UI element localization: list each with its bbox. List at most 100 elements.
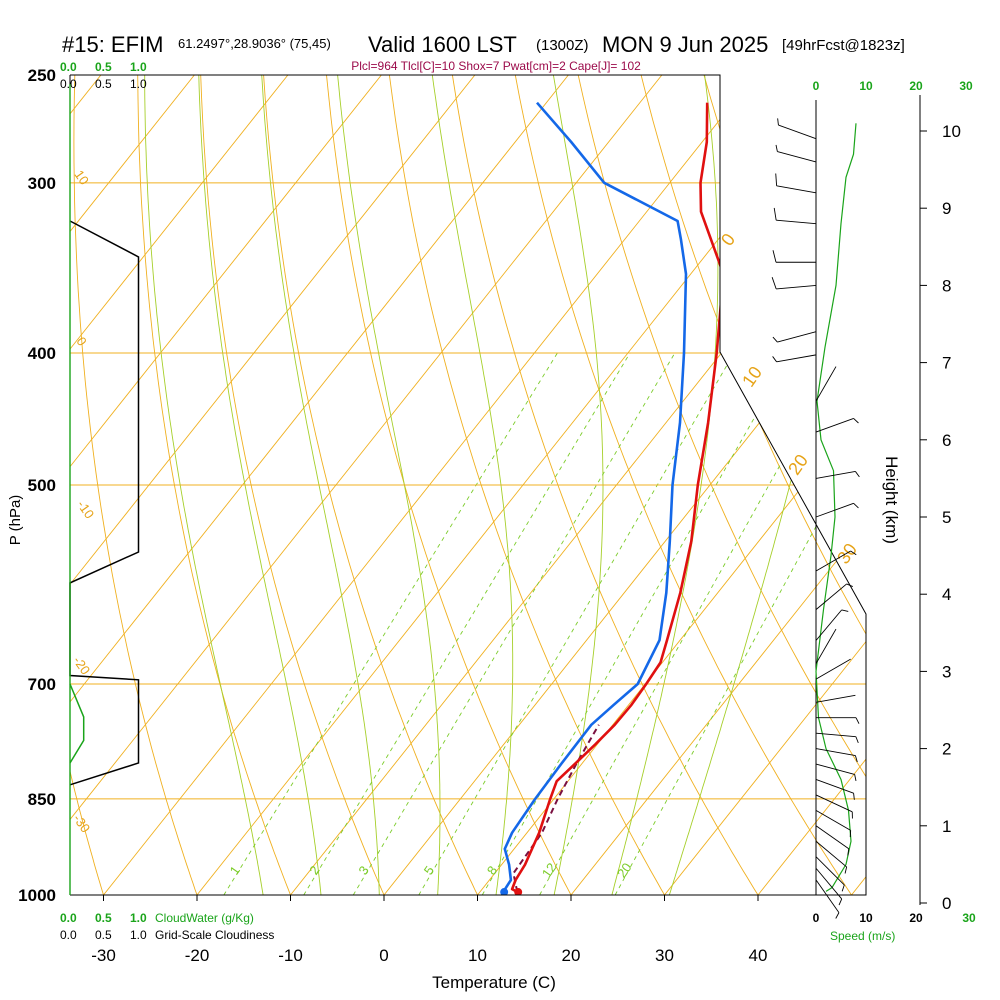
- temperature-tick-label: -30: [91, 946, 116, 965]
- wind-barb-staff: [815, 732, 856, 738]
- wind-barb: [815, 809, 852, 838]
- isotherm-line: [0, 75, 7, 895]
- station-coords: 61.2497°,28.9036° (75,45): [178, 36, 331, 51]
- wind-barb-staff: [815, 794, 853, 813]
- wind-barb-staff: [776, 284, 817, 290]
- cloudwater-scale-top: 1.0: [130, 60, 147, 74]
- wind-barb: [815, 825, 850, 856]
- wind-barb-staff: [776, 354, 817, 363]
- temperature-label: -20: [70, 653, 93, 677]
- dry-adiabat-line: [572, 75, 866, 895]
- wind-barb: [815, 609, 849, 641]
- height-tick-label: 6: [942, 431, 951, 450]
- wind-scale-bottom: 0: [813, 911, 820, 925]
- temperature-tick-label: 40: [749, 946, 768, 965]
- height-tick-label: 9: [942, 199, 951, 218]
- dry-adiabat-line: [73, 75, 208, 895]
- wind-barb-flag: [850, 550, 857, 556]
- mixing-ratio-line: [223, 352, 558, 895]
- wind-scale-top: 20: [909, 79, 923, 93]
- cloudiness-scale-top: 1.0: [130, 77, 147, 91]
- wind-barb-staff: [815, 628, 837, 664]
- y-axis-title: P (hPa): [7, 495, 24, 546]
- wind-barb: [815, 779, 855, 800]
- wind-barb: [815, 417, 859, 433]
- isotherm-line: [945, 75, 1000, 895]
- isotherm-line: [70, 75, 382, 895]
- dry-adiabat-line: [510, 75, 866, 895]
- moist-adiabat-line: [547, 75, 604, 895]
- wind-barb: [815, 867, 843, 906]
- height-tick-label: 3: [942, 662, 951, 681]
- wind-barb: [815, 583, 853, 610]
- moist-adiabat-line: [431, 75, 514, 895]
- wind-barb: [771, 277, 817, 290]
- wind-barb-staff: [815, 748, 856, 756]
- cloudiness-scale-top: 0.0: [60, 77, 77, 91]
- dry-adiabat-line: [323, 75, 587, 895]
- wind-barb-flag: [835, 912, 840, 919]
- wind-barb: [772, 250, 816, 263]
- pressure-tick-label: 300: [28, 174, 56, 193]
- wind-barb-flag: [853, 502, 859, 509]
- moist-adiabat-line: [144, 75, 269, 895]
- zulu-time: (1300Z): [536, 37, 589, 54]
- temperature-tick-label: 20: [562, 946, 581, 965]
- wind-barb-staff: [815, 583, 847, 610]
- height-tick-label: 10: [942, 122, 961, 141]
- wind-barb: [815, 856, 845, 892]
- cloudwater-label: CloudWater (g/Kg): [155, 911, 254, 925]
- wind-barb-flag: [838, 898, 843, 906]
- isotherm-line: [70, 75, 289, 895]
- wind-barb-staff: [815, 609, 843, 641]
- moist-adiabat-line: [261, 75, 381, 895]
- wind-barb-staff: [776, 219, 817, 225]
- temperature-label: 0: [73, 334, 89, 349]
- station-title: #15: EFIM: [62, 32, 163, 57]
- wind-barb-flag: [771, 277, 777, 290]
- wind-speed-line: [815, 123, 857, 892]
- cloudiness-scale-top: 0.5: [95, 77, 112, 91]
- wind-barb-staff: [815, 825, 850, 850]
- temperature-tick-label: 0: [379, 946, 388, 965]
- height-tick-label: 4: [942, 585, 951, 604]
- dry-adiabat-line: [199, 75, 398, 895]
- wind-barb-staff: [815, 867, 843, 900]
- pressure-tick-label: 500: [28, 476, 56, 495]
- temperature-profile-line: [510, 102, 725, 894]
- height-tick-label: 7: [942, 354, 951, 373]
- header: #15: EFIM 61.2497°,28.9036° (75,45) Vali…: [62, 32, 905, 73]
- temperature-tick-label: 10: [468, 946, 487, 965]
- mixing-ratio-label: 8: [484, 863, 500, 878]
- mixing-ratio-label: 1: [227, 863, 243, 878]
- mixing-ratio-label: 3: [355, 863, 371, 878]
- dry-adiabat-line: [634, 75, 866, 895]
- wind-barb: [815, 502, 859, 518]
- wind-barb-flag: [841, 609, 849, 612]
- mixing-ratio-line: [352, 352, 676, 895]
- wind-barb: [815, 879, 840, 919]
- valid-time: Valid 1600 LST: [368, 32, 517, 57]
- wind-barb-staff: [777, 151, 817, 163]
- wind-barb: [773, 207, 817, 225]
- wind-barb-staff: [815, 779, 854, 794]
- wind-barb: [815, 840, 848, 874]
- wind-scale-top: 30: [959, 79, 973, 93]
- temperature-label: -10: [74, 497, 97, 521]
- pressure-tick-label: 700: [28, 675, 56, 694]
- plot-frame: [70, 74, 867, 896]
- wind-barb-flag: [775, 144, 778, 152]
- wind-barb: [815, 763, 857, 782]
- cloudwater-scale-bottom: 0.0: [60, 911, 77, 925]
- mixing-ratio-label: 12: [539, 860, 560, 880]
- cloudiness-scale-bottom: 1.0: [130, 928, 147, 942]
- wind-barb: [815, 471, 860, 479]
- pressure-tick-label: 850: [28, 790, 56, 809]
- height-tick-label: 0: [942, 894, 951, 913]
- wind-barb-flag: [846, 583, 853, 588]
- wind-barb-flag: [854, 755, 858, 763]
- wind-barb-flag: [844, 866, 848, 874]
- wind-barb-staff: [815, 694, 856, 703]
- pressure-tick-label: 250: [28, 66, 56, 85]
- wind-barb: [815, 694, 856, 703]
